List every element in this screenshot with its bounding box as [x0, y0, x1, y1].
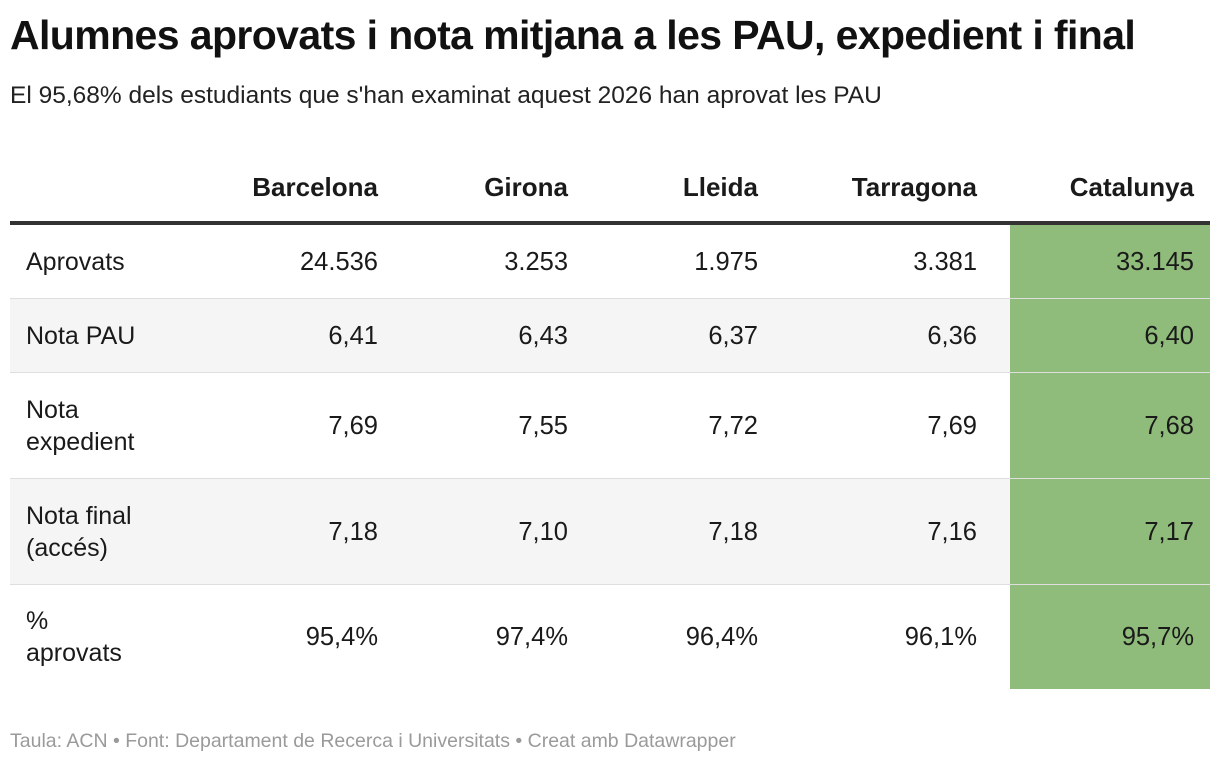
- row-label-line: Nota final: [26, 502, 132, 530]
- cell-barcelona: 95,4%: [305, 623, 378, 651]
- row-label-line: %: [26, 607, 49, 635]
- cell-girona: 6,43: [518, 322, 568, 350]
- column-header-barcelona: Barcelona: [252, 172, 378, 202]
- highlight-cell: [1010, 373, 1210, 478]
- cell-girona: 7,55: [518, 412, 568, 440]
- cell-tarragona: 96,1%: [904, 623, 977, 651]
- row-label: Nota PAU: [26, 320, 135, 352]
- table-row: Aprovats 24.536 3.253 1.975 3.381 33.145: [10, 225, 1210, 299]
- row-label-line: aprovats: [26, 639, 122, 667]
- cell-barcelona: 6,41: [328, 322, 378, 350]
- cell-lleida: 96,4%: [685, 623, 758, 651]
- table-body: Aprovats 24.536 3.253 1.975 3.381 33.145 Nota …: [10, 225, 1210, 689]
- row-label-line: expedient: [26, 428, 135, 456]
- cell-girona: 3.253: [504, 248, 568, 276]
- cell-girona: 7,10: [518, 518, 568, 546]
- highlight-cell: [1010, 299, 1210, 372]
- row-label-line: Nota: [26, 396, 79, 424]
- row-label: Nota final (accés): [26, 500, 132, 564]
- column-header-lleida: Lleida: [682, 172, 758, 202]
- row-label: Aprovats: [26, 246, 125, 278]
- row-label: % aprovats: [26, 605, 122, 669]
- cell-tarragona: 6,36: [927, 322, 977, 350]
- chart-footer: Taula: ACN • Font: Departament de Recerc…: [10, 730, 736, 752]
- cell-catalunya: 7,17: [1144, 518, 1194, 546]
- cell-lleida: 6,37: [708, 322, 758, 350]
- cell-barcelona: 24.536: [300, 248, 378, 276]
- cell-catalunya: 33.145: [1116, 248, 1194, 276]
- chart-title: Alumnes aprovats i nota mitjana a les PA…: [10, 12, 1136, 58]
- column-header-catalunya: Catalunya: [1069, 172, 1194, 202]
- cell-tarragona: 7,16: [927, 518, 977, 546]
- cell-lleida: 7,72: [708, 412, 758, 440]
- table-row: Nota final (accés) 7,18 7,10 7,18 7,16 7,17: [10, 479, 1210, 585]
- cell-lleida: 7,18: [708, 518, 758, 546]
- column-header-tarragona: Tarragona: [851, 172, 977, 202]
- row-label-line: Aprovats: [26, 248, 125, 276]
- table-row: Nota expedient 7,69 7,55 7,72 7,69 7,68: [10, 373, 1210, 479]
- cell-catalunya: 6,40: [1144, 322, 1194, 350]
- table-row: Nota PAU 6,41 6,43 6,37 6,36 6,40: [10, 299, 1210, 373]
- table-row: % aprovats 95,4% 97,4% 96,4% 96,1% 95,7%: [10, 585, 1210, 689]
- row-label-line: (accés): [26, 534, 108, 562]
- chart-subtitle: El 95,68% dels estudiants que s'han exam…: [10, 82, 882, 109]
- data-table: Barcelona Girona Lleida Tarragona Catalu…: [10, 160, 1210, 689]
- highlight-cell: [1010, 585, 1210, 689]
- table-header: Barcelona Girona Lleida Tarragona Catalu…: [10, 160, 1210, 225]
- cell-barcelona: 7,69: [328, 412, 378, 440]
- cell-tarragona: 3.381: [913, 248, 977, 276]
- row-label-line: Nota PAU: [26, 322, 136, 350]
- cell-barcelona: 7,18: [328, 518, 378, 546]
- cell-catalunya: 7,68: [1144, 412, 1194, 440]
- cell-girona: 97,4%: [495, 623, 568, 651]
- cell-catalunya: 95,7%: [1121, 623, 1194, 651]
- cell-lleida: 1.975: [694, 248, 758, 276]
- cell-tarragona: 7,69: [927, 412, 977, 440]
- highlight-cell: [1010, 479, 1210, 584]
- highlight-cell: [1010, 225, 1210, 298]
- column-header-girona: Girona: [484, 172, 568, 202]
- row-label: Nota expedient: [26, 394, 134, 458]
- header-rule: [10, 221, 1210, 225]
